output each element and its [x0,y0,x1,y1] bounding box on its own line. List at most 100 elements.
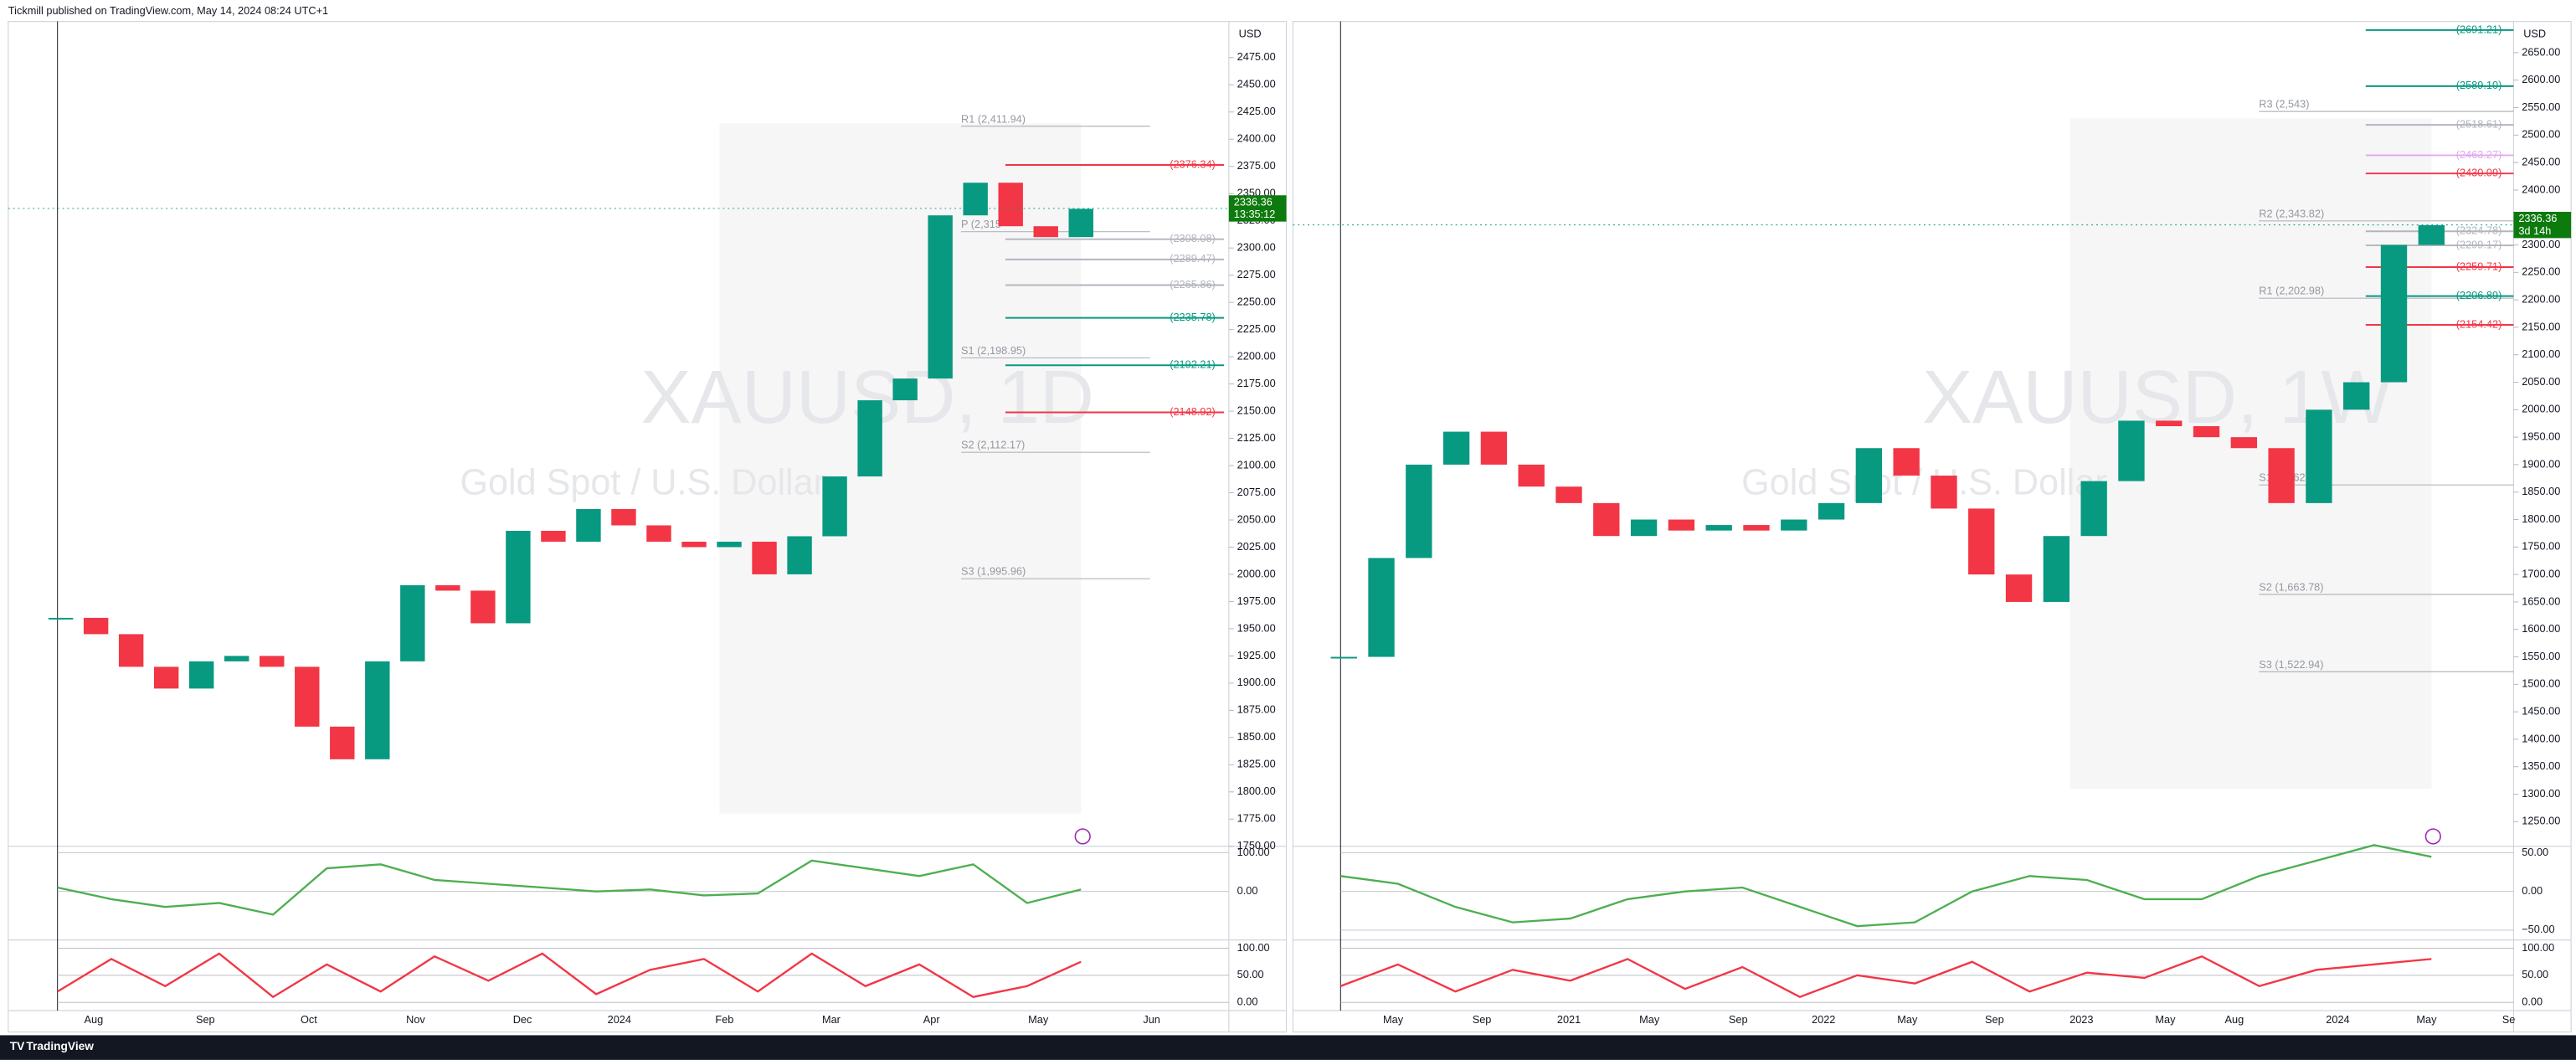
alert-icon [2424,828,2441,845]
time-label: 2022 [1812,1013,1835,1026]
level-label: (2430.09) [2456,167,2502,179]
time-label: 2021 [1557,1013,1581,1026]
y-tick-label: 2550.00 [2522,100,2560,113]
pivot-label: S3 (1,522.94) [2259,658,2323,671]
y-tick-label: 2150.00 [2522,320,2560,332]
level-label: (2206.89) [2456,289,2502,301]
candle [1855,448,1883,503]
y-tick-label: 1925.00 [1237,649,1276,661]
pivot-label: S2 (2,112.17) [961,439,1025,451]
time-label: Sep [196,1013,215,1026]
candle [1480,431,1508,465]
y-tick-label: 1300.00 [2522,787,2560,800]
candle [2118,420,2145,481]
level-label: (2154.42) [2456,317,2502,330]
y-tick-label: 1500.00 [2522,677,2560,690]
y-tick-label: 1950.00 [1237,621,1276,634]
y-tick-label: 2300.00 [2522,238,2560,250]
y-tick-label: 2075.00 [1237,486,1276,498]
candle [2343,382,2370,410]
y-tick-label: 2100.00 [1237,458,1276,471]
candle [1705,525,1732,531]
publisher-note: Tickmill published on TradingView.com, M… [8,4,328,17]
y-tick-label: 2250.00 [1237,296,1276,308]
pivot-label: S1 (2,198.95) [961,344,1026,357]
oscillator-line [57,859,1082,916]
y-tick-label: 1550.00 [2522,650,2560,662]
y-tick-label: 1700.00 [2522,567,2560,579]
last-price: 2336.36 [1234,195,1273,208]
candle [400,584,425,661]
time-label: Oct [301,1013,317,1026]
candle [1593,502,1620,537]
candle [1368,558,1395,657]
osc-tick-label: 50.00 [2522,846,2548,858]
time-label: Mar [822,1013,841,1026]
brand-logo: TV [10,1040,25,1052]
candle [48,617,74,620]
pivot-label: P (2,315 [961,218,1001,230]
y-tick-label: 1850.00 [2522,485,2560,497]
time-label: Aug [2224,1013,2244,1026]
last-price: 2336.36 [2518,212,2557,224]
candle [998,183,1023,227]
y-tick-label: 2425.00 [1237,105,1276,117]
y-tick-label: 2100.00 [2522,347,2560,360]
y-tick-label: 2475.00 [1237,50,1276,63]
candle [330,726,355,759]
candle [506,530,531,624]
y-tick-label: 1900.00 [1237,676,1276,688]
candle [1630,519,1658,537]
candle [188,661,214,689]
osc-tick-label: 0.00 [2522,996,2543,1008]
candle [2418,224,2445,245]
candle [2193,426,2220,438]
watermark-description: Gold Spot / U.S. Dollar [1741,462,2107,502]
candle [752,541,777,574]
y-tick-label: 1775.00 [1237,812,1276,825]
candle [2230,437,2258,449]
time-label: May [1639,1013,1660,1026]
countdown: 13:35:12 [1234,208,1276,220]
pivot-label: R2 (2,343.82) [2259,207,2324,219]
candle [1555,486,1582,503]
candle [963,183,988,216]
level-label: (2308.08) [1170,232,1216,244]
candle [153,666,179,689]
y-tick-label: 1975.00 [1237,594,1276,607]
time-label: Nov [406,1013,425,1026]
y-tick-label: 2300.00 [1237,241,1276,254]
y-tick-label: 1875.00 [1237,703,1276,716]
level-label: (2148.92) [1170,405,1216,418]
candle [83,617,109,635]
candle [787,536,812,574]
level-label: (2299.17) [2456,238,2502,250]
level-label: (2376.34) [1170,157,1216,170]
osc-tick-label: 0.00 [1237,884,1258,897]
osc-tick-label: 0.00 [2522,884,2543,897]
y-tick-label: 1750.00 [1237,839,1276,852]
candle [1893,448,1920,476]
level-label: (2691.21) [2456,23,2502,35]
candle [2268,448,2295,503]
y-tick-label: 1900.00 [2522,457,2560,470]
candle [295,666,320,727]
candle [224,656,249,661]
time-label: Jun [1143,1013,1160,1026]
y-tick-label: 1650.00 [2522,594,2560,607]
candle [541,530,566,542]
candle [365,661,390,759]
volume-profile-area [719,123,1082,814]
candle [118,634,144,667]
candle [717,541,742,548]
time-label: May [1383,1013,1404,1026]
y-tick-label: 1350.00 [2522,759,2560,772]
osc-tick-label: 0.00 [1237,996,1258,1008]
time-label: Feb [715,1013,733,1026]
time-label: Apr [923,1013,941,1026]
candle [1668,519,1695,531]
candle [470,590,496,624]
level-label: (2265.86) [1170,278,1216,291]
candle [1968,508,1995,575]
